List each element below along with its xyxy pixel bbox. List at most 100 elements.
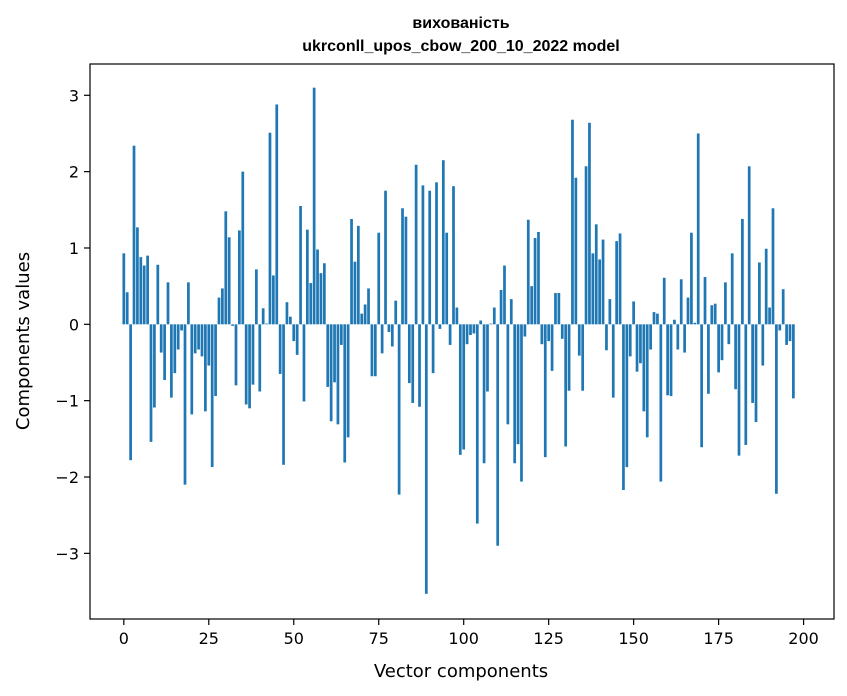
bar bbox=[411, 324, 415, 403]
bar bbox=[312, 87, 316, 325]
bar bbox=[479, 320, 483, 325]
bar bbox=[639, 324, 642, 364]
bar bbox=[625, 324, 629, 468]
bar bbox=[146, 255, 149, 325]
bar bbox=[346, 324, 350, 438]
bar bbox=[768, 307, 771, 325]
bar bbox=[594, 224, 598, 325]
bar bbox=[557, 293, 561, 325]
y-tick-label: −1 bbox=[55, 392, 79, 411]
y-tick-label: 2 bbox=[69, 163, 79, 182]
bar bbox=[367, 288, 370, 325]
bar bbox=[258, 324, 262, 392]
bar bbox=[744, 324, 748, 445]
bar bbox=[693, 322, 697, 325]
bar bbox=[720, 324, 724, 361]
bar bbox=[482, 324, 486, 464]
bar bbox=[275, 104, 279, 325]
bar bbox=[204, 324, 207, 412]
bar bbox=[333, 324, 336, 383]
bar bbox=[363, 304, 367, 325]
bar bbox=[261, 308, 265, 325]
bar bbox=[496, 324, 500, 546]
bar bbox=[149, 324, 153, 442]
bar bbox=[265, 323, 268, 325]
bar bbox=[605, 324, 608, 351]
bar bbox=[282, 324, 285, 465]
chart-title: вихованість bbox=[412, 15, 509, 32]
bar bbox=[554, 293, 557, 325]
bar bbox=[180, 324, 183, 331]
chart-subtitle: ukrconll_upos_cbow_200_10_2022 model bbox=[302, 38, 619, 55]
bar bbox=[350, 218, 353, 325]
bar bbox=[530, 286, 534, 325]
bar bbox=[458, 324, 462, 455]
bar bbox=[421, 185, 425, 325]
bar bbox=[475, 324, 479, 524]
bar bbox=[319, 273, 323, 325]
bar bbox=[584, 166, 588, 325]
bar bbox=[754, 324, 758, 423]
bar bbox=[506, 324, 510, 425]
bar bbox=[540, 324, 544, 345]
bar bbox=[724, 282, 727, 325]
bar bbox=[792, 324, 795, 399]
bar bbox=[696, 133, 700, 325]
x-tick-label: 25 bbox=[199, 629, 219, 648]
bar bbox=[469, 324, 472, 336]
bar bbox=[676, 324, 680, 350]
bar bbox=[608, 299, 612, 325]
bar bbox=[741, 218, 744, 325]
bar bbox=[214, 324, 217, 397]
bar bbox=[255, 269, 258, 325]
bar bbox=[652, 312, 656, 325]
bar bbox=[710, 305, 714, 325]
bar bbox=[703, 276, 707, 325]
bar bbox=[339, 324, 343, 345]
bar bbox=[666, 324, 669, 396]
bar bbox=[649, 324, 652, 350]
bar bbox=[390, 324, 394, 347]
plot-frame bbox=[89, 63, 835, 620]
bar bbox=[248, 324, 251, 409]
bar bbox=[163, 324, 166, 381]
bar bbox=[513, 324, 517, 464]
bar bbox=[462, 324, 466, 450]
x-tick-label: 125 bbox=[533, 629, 564, 648]
bar bbox=[523, 324, 527, 337]
bar bbox=[238, 230, 241, 325]
y-tick-label: −2 bbox=[55, 468, 79, 487]
bar bbox=[550, 324, 554, 371]
bar bbox=[581, 324, 585, 391]
bar bbox=[622, 324, 625, 490]
bar bbox=[717, 324, 720, 373]
bar bbox=[207, 324, 211, 366]
bar bbox=[564, 324, 568, 447]
bar bbox=[153, 324, 156, 408]
bar bbox=[343, 324, 347, 463]
bar bbox=[170, 324, 173, 398]
bar bbox=[673, 319, 676, 325]
bar bbox=[737, 324, 741, 456]
bar bbox=[707, 324, 710, 394]
bar bbox=[322, 263, 326, 325]
bar bbox=[159, 324, 163, 353]
bar bbox=[669, 324, 673, 397]
bar bbox=[764, 248, 768, 325]
x-tick-label: 175 bbox=[703, 629, 734, 648]
bar bbox=[560, 324, 564, 339]
bar bbox=[244, 324, 248, 405]
bar bbox=[567, 324, 571, 391]
bar bbox=[227, 237, 231, 325]
bar bbox=[183, 324, 187, 485]
bar bbox=[571, 119, 574, 325]
bar bbox=[285, 302, 289, 325]
bar bbox=[662, 277, 666, 325]
bar bbox=[642, 324, 646, 412]
bar bbox=[588, 122, 591, 325]
bar-series bbox=[122, 87, 795, 594]
bar bbox=[129, 324, 132, 461]
x-tick-label: 75 bbox=[369, 629, 389, 648]
bar bbox=[785, 324, 788, 345]
bar bbox=[377, 232, 381, 325]
